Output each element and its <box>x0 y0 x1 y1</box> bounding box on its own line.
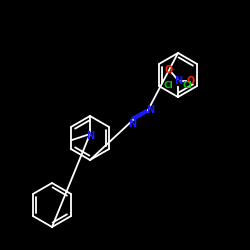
Text: N: N <box>128 119 136 129</box>
Text: N: N <box>146 105 154 115</box>
Text: Cl: Cl <box>164 82 174 90</box>
Text: ⁻: ⁻ <box>172 68 176 74</box>
Text: O: O <box>187 76 195 86</box>
Text: O: O <box>165 65 173 75</box>
Text: N: N <box>174 76 182 86</box>
Text: Cl: Cl <box>182 82 192 90</box>
Text: N: N <box>86 131 94 141</box>
Text: +: + <box>181 80 186 86</box>
